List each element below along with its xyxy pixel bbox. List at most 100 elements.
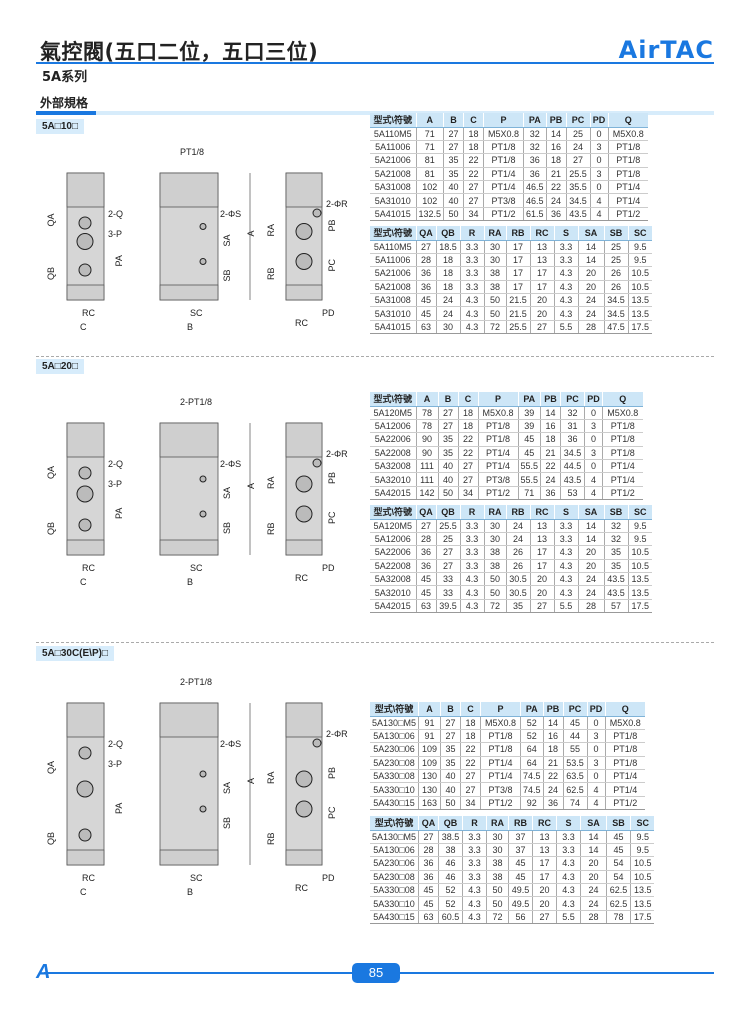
table-cell: PT1/8 — [483, 140, 524, 155]
dimension-label-pb: PB — [327, 219, 337, 231]
column-header: PD — [586, 702, 605, 717]
table-cell: 13.5 — [627, 306, 652, 321]
table-cell: 4 — [584, 486, 603, 501]
table-cell: 49.5 — [507, 883, 533, 898]
table-cell: 27 — [531, 910, 557, 925]
table-cell: 45 — [562, 716, 587, 730]
table-cell: 39 — [517, 419, 541, 434]
table-row: 5A130□M5 91 27 18 M5X0.8 52 14 45 0 M5X0.8 — [370, 716, 645, 730]
table-cell: 3.3 — [553, 532, 578, 547]
column-header: A — [417, 702, 441, 717]
dimension-label-sa: SA — [222, 487, 232, 499]
table-cell: 4.3 — [459, 572, 484, 587]
table-cell: 5.5 — [553, 599, 578, 614]
table-row: 5A11006 28 18 3.3 30 17 13 3.3 14 25 9.5 — [370, 253, 652, 268]
table-cell: 18 — [459, 716, 481, 730]
table-cell: PT1/4 — [604, 782, 645, 797]
table-cell: 5A31008 — [370, 180, 416, 195]
table-cell: 5A21008 — [370, 167, 416, 182]
column-header: QA — [415, 505, 436, 520]
column-header: SB — [605, 816, 631, 831]
table-cell: 5A22006 — [370, 545, 416, 560]
table-cell: PT1/4 — [483, 167, 524, 182]
table-cell: 71 — [517, 486, 541, 501]
column-header: A — [415, 392, 438, 407]
column-header: QA — [417, 816, 439, 831]
table-cell: 43.5 — [603, 585, 628, 600]
table-row: 5A230□06 109 35 22 PT1/8 64 18 55 0 PT1/8 — [370, 742, 645, 757]
table-cell: 13 — [531, 830, 557, 844]
table-cell: 27 — [439, 716, 461, 730]
column-header: C — [459, 702, 481, 717]
table-cell: 34 — [457, 486, 478, 501]
table-row: 5A32010 45 33 4.3 50 30.5 20 4.3 24 43.5 13.5 — [370, 585, 652, 600]
page-number: 85 — [352, 963, 400, 983]
port-circle — [76, 233, 94, 250]
table-cell: 25 — [435, 532, 460, 547]
page-title: 氣控閥(五口二位，五口三位) — [40, 40, 319, 64]
column-header: 型式\符號 — [370, 816, 419, 831]
dimension-label-rb: RB — [266, 522, 276, 535]
table-row: 5A330□08 45 52 4.3 50 49.5 20 4.3 24 62.5 13.5 — [370, 883, 655, 898]
table-cell: 22 — [540, 459, 561, 474]
table-cell: 30 — [483, 253, 506, 268]
table-cell: 14 — [542, 716, 563, 730]
dimension-label-b: B — [187, 322, 193, 332]
table-cell: 45 — [415, 306, 436, 321]
table-cell: 3 — [584, 446, 603, 461]
column-header: S — [555, 816, 581, 831]
table-cell: 46 — [437, 870, 463, 885]
dimension-label-c: C — [80, 322, 87, 332]
table-cell: 3 — [586, 729, 605, 744]
table-cell: PT1/2 — [602, 486, 643, 501]
table-cell: 3.3 — [553, 253, 578, 268]
table-row: 5A41015 63 30 4.3 72 25.5 27 5.5 28 47.5 17.5 — [370, 320, 652, 335]
table-cell: 0 — [584, 459, 603, 474]
table-cell: PT1/4 — [607, 180, 649, 195]
table-cell: 102 — [415, 180, 444, 195]
table-cell: 78 — [605, 910, 631, 925]
table-cell: 13 — [529, 240, 554, 254]
table-cell: 36 — [545, 207, 567, 222]
column-header: SB — [603, 226, 628, 241]
table-cell: 27 — [529, 320, 554, 335]
column-header: 型式\符號 — [370, 113, 416, 128]
table-cell: 45 — [517, 446, 541, 461]
table-header-row: 型式\符號 QA QB R RA RB RC S SA SB SC — [370, 505, 652, 520]
table-cell: 32 — [603, 519, 628, 533]
table-cell: 72 — [483, 320, 506, 335]
table-cell: 92 — [519, 796, 543, 811]
dimension-label-pd: PD — [322, 308, 335, 318]
column-header: PC — [562, 702, 587, 717]
table-cell: 30 — [485, 830, 509, 844]
table-cell: 50 — [443, 207, 464, 222]
table-cell: 30.5 — [505, 585, 530, 600]
table-cell: 39 — [517, 406, 541, 420]
dimension-label-pc: PC — [327, 511, 337, 524]
table-cell: 3.3 — [459, 266, 484, 281]
dimension-label-sa: SA — [222, 782, 232, 794]
table-row: 5A430□15 163 50 34 PT1/2 92 36 74 4 PT1/2 — [370, 796, 645, 811]
column-header: P — [483, 113, 524, 128]
table-cell: 55.5 — [517, 472, 541, 487]
table-cell: 5A120M5 — [370, 406, 416, 420]
table-cell: 17 — [531, 870, 557, 885]
table-cell: 45 — [415, 585, 436, 600]
table-cell: 28 — [577, 320, 604, 335]
table-row: 5A110M5 71 27 18 M5X0.8 32 14 25 0 M5X0.8 — [370, 127, 649, 141]
column-header: SC — [627, 505, 652, 520]
table-cell: 10.5 — [627, 559, 652, 574]
section-label-10: 5A□10□ — [36, 119, 84, 134]
table-cell: 4.3 — [459, 599, 484, 614]
table-cell: 21 — [540, 446, 561, 461]
table-cell: 26 — [603, 280, 628, 295]
table-cell: 40 — [437, 459, 458, 474]
dimension-label-pd: PD — [322, 563, 335, 573]
table-cell: 25.5 — [505, 320, 530, 335]
dimension-label-sb: SB — [222, 269, 232, 281]
table-cell: 4.3 — [461, 910, 487, 925]
dimension-label-pc: PC — [327, 258, 337, 271]
table-cell: 24 — [435, 293, 460, 308]
table-cell: 50 — [483, 572, 506, 587]
table-cell: 5A230□08 — [370, 756, 419, 771]
